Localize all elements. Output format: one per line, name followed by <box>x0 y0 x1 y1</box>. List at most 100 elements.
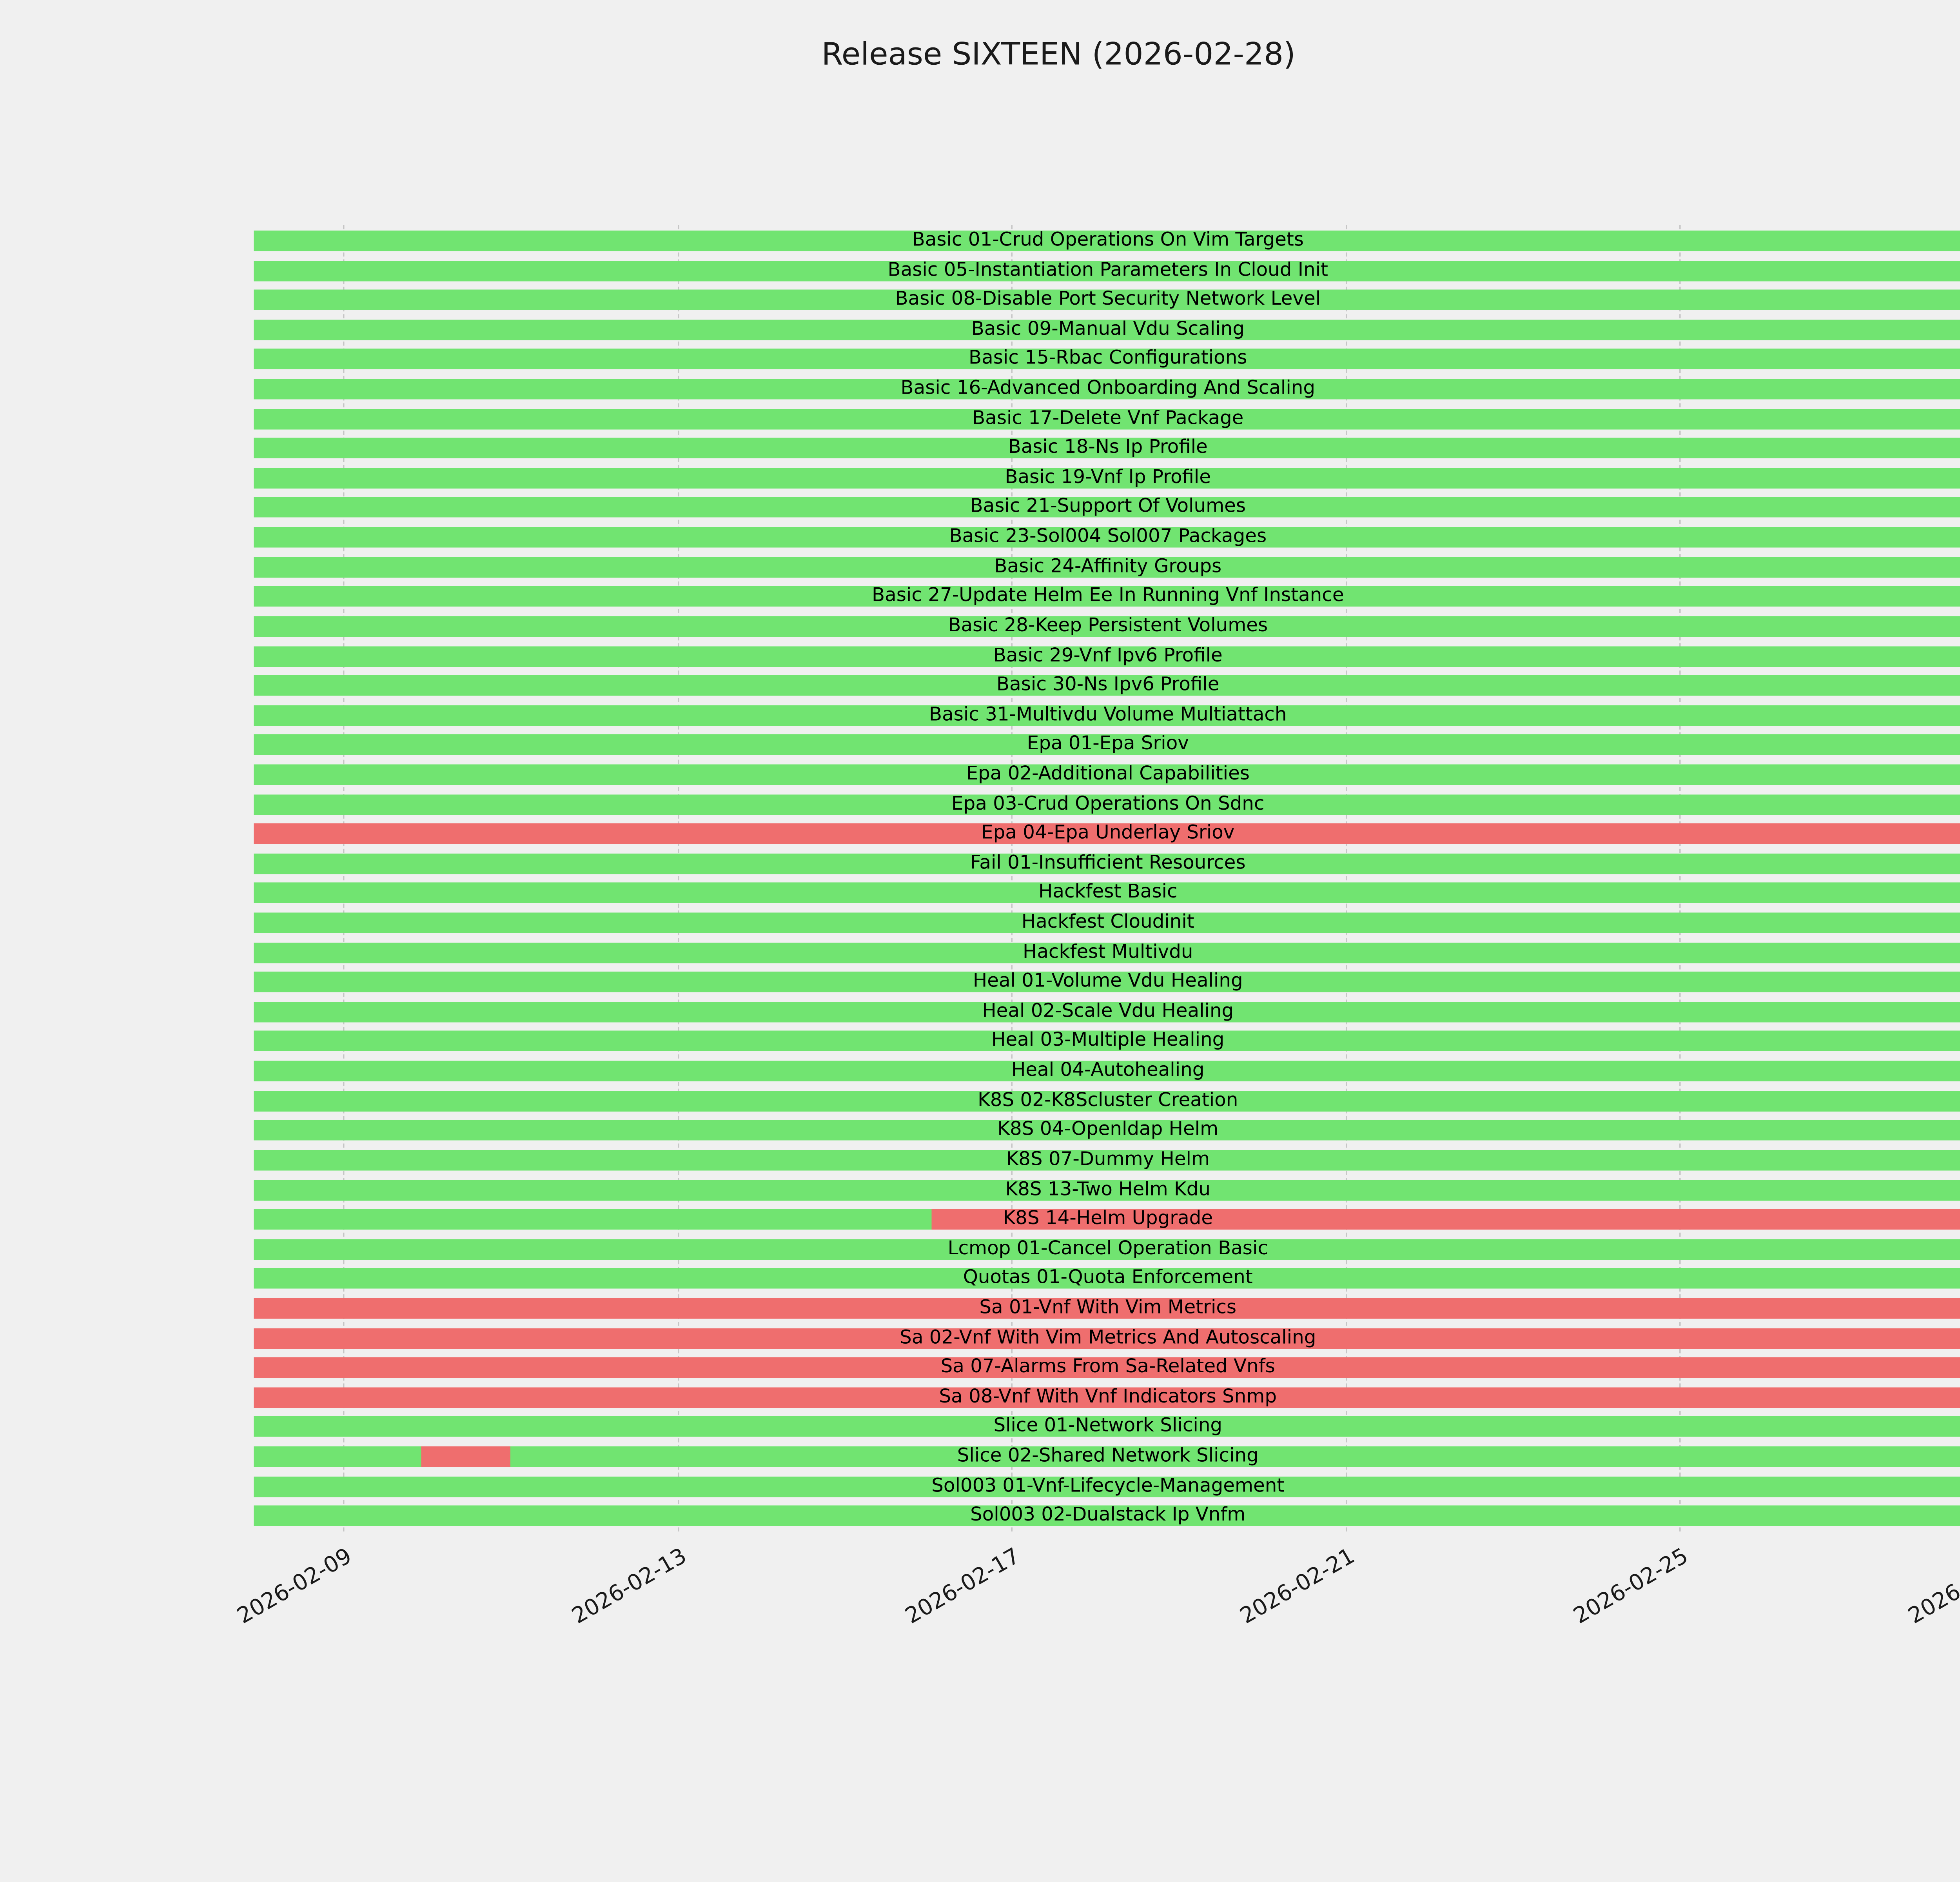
row-label: K8S 14-Helm Upgrade <box>1003 1208 1213 1230</box>
bar-segment-pass <box>254 972 1960 993</box>
gantt-row: Basic 24-Affinity Groups <box>254 556 1960 578</box>
x-tick-label: 2026-02-13 <box>566 1542 690 1629</box>
x-axis: 2026-02-09 2026-02-13 2026-02-17 2026-02-21… <box>232 1542 1960 1666</box>
bar-track <box>254 1239 1960 1260</box>
bar-segment-pass <box>254 556 1960 578</box>
bar-track <box>254 1328 1960 1348</box>
bar-track <box>254 1506 1960 1526</box>
plot-area: Basic 01-Crud Operations On Vim Targets B… <box>254 225 1960 1531</box>
bar-track <box>254 616 1960 637</box>
bar-track <box>254 734 1960 756</box>
row-label: Heal 01-Volume Vdu Healing <box>973 970 1243 993</box>
row-label: Basic 23-Sol004 Sol007 Packages <box>949 525 1267 548</box>
bar-segment-pass <box>254 853 1960 874</box>
bar-track <box>254 853 1960 874</box>
gantt-row: Basic 21-Support Of Volumes <box>254 496 1960 518</box>
bar-segment-pass <box>254 1150 1960 1171</box>
gantt-row: Basic 08-Disable Port Security Network L… <box>254 288 1960 311</box>
bar-track <box>254 1120 1960 1141</box>
gantt-row: Heal 01-Volume Vdu Healing <box>254 970 1960 993</box>
bar-track <box>254 438 1960 459</box>
bar-track <box>254 883 1960 904</box>
bar-track <box>254 912 1960 934</box>
gantt-row: Basic 05-Instantiation Parameters In Clo… <box>254 260 1960 281</box>
row-label: Heal 04-Autohealing <box>1011 1059 1205 1082</box>
bar-track <box>254 1268 1960 1289</box>
row-label: Basic 29-Vnf Ipv6 Profile <box>993 644 1223 667</box>
gantt-row: Basic 15-Rbac Configurations <box>254 349 1960 370</box>
bar-segment-pass <box>254 497 1960 518</box>
gantt-row: Hackfest Cloudinit <box>254 912 1960 934</box>
bar-track <box>254 349 1960 370</box>
bar-segment-pass <box>254 645 1960 667</box>
bar-segment-pass <box>254 794 1960 815</box>
bar-segment-pass <box>254 1417 1960 1437</box>
row-label: Epa 02-Additional Capabilities <box>966 763 1250 785</box>
gantt-row: K8S 07-Dummy Helm <box>254 1149 1960 1171</box>
bar-segment-pass <box>254 1031 1960 1052</box>
bar-segment-pass <box>254 290 1960 311</box>
gridline <box>677 225 679 1531</box>
row-label: Basic 15-Rbac Configurations <box>969 348 1247 370</box>
row-label: Basic 08-Disable Port Security Network L… <box>895 288 1321 311</box>
gantt-row: Basic 30-Ns Ipv6 Profile <box>254 675 1960 696</box>
bar-segment-pass <box>254 1001 1960 1022</box>
row-label: Basic 17-Delete Vnf Package <box>972 407 1244 429</box>
bar-track <box>254 1298 1960 1319</box>
bar-track <box>254 319 1960 340</box>
bar-segment-pass <box>254 1476 1960 1497</box>
bar-segment-pass <box>254 586 1960 607</box>
gantt-row: Basic 18-Ns Ip Profile <box>254 438 1960 459</box>
bar-segment-pass <box>254 231 1960 251</box>
row-label: Basic 19-Vnf Ip Profile <box>1005 466 1211 489</box>
gantt-row: Sa 01-Vnf With Vim Metrics <box>254 1297 1960 1319</box>
row-label: Hackfest Multivdu <box>1023 941 1193 963</box>
row-label: Lcmop 01-Cancel Operation Basic <box>947 1237 1268 1260</box>
bar-segment-fail <box>254 823 1960 845</box>
bar-segment-pass <box>254 527 1960 548</box>
x-tick-label: 2026-02-21 <box>1235 1542 1359 1629</box>
bar-segment-pass <box>254 616 1960 637</box>
bar-segment-pass <box>254 912 1960 934</box>
bar-segment-pass <box>254 468 1960 489</box>
bar-track <box>254 1417 1960 1437</box>
row-label: Sa 01-Vnf With Vim Metrics <box>979 1297 1237 1319</box>
row-label: Basic 28-Keep Persistent Volumes <box>948 614 1268 637</box>
row-label: Basic 05-Instantiation Parameters In Clo… <box>887 259 1328 281</box>
gantt-row: K8S 02-K8Scluster Creation <box>254 1090 1960 1111</box>
x-tick-label: 2026-02-09 <box>232 1542 356 1629</box>
gantt-row: Sa 08-Vnf With Vnf Indicators Snmp <box>254 1386 1960 1408</box>
bar-track <box>254 1209 1960 1230</box>
gantt-row: Hackfest Multivdu <box>254 941 1960 963</box>
row-label: Basic 09-Manual Vdu Scaling <box>971 318 1245 340</box>
gantt-row: Heal 03-Multiple Healing <box>254 1030 1960 1052</box>
bar-segment-pass <box>254 883 1960 904</box>
bar-segment-fail <box>254 1328 1960 1348</box>
row-label: Sol003 01-Vnf-Lifecycle-Management <box>931 1475 1285 1497</box>
gantt-row: Epa 01-Epa Sriov <box>254 733 1960 756</box>
bar-track <box>254 379 1960 400</box>
x-tick-label: 2026-03-01 <box>1904 1542 1960 1629</box>
bar-track <box>254 1446 1960 1467</box>
bar-track <box>254 231 1960 251</box>
bar-segment-pass <box>254 408 1960 429</box>
row-label: Basic 30-Ns Ipv6 Profile <box>996 674 1220 696</box>
row-label: Epa 01-Epa Sriov <box>1027 733 1189 756</box>
gantt-row: Heal 04-Autohealing <box>254 1059 1960 1082</box>
gantt-row: Quotas 01-Quota Enforcement <box>254 1268 1960 1289</box>
gantt-row: Basic 09-Manual Vdu Scaling <box>254 318 1960 340</box>
row-label: Basic 01-Crud Operations On Vim Targets <box>912 229 1304 251</box>
bar-segment-fail <box>421 1446 510 1467</box>
row-label: Basic 21-Support Of Volumes <box>970 496 1246 518</box>
bar-track <box>254 705 1960 726</box>
gridline <box>1680 225 1681 1531</box>
bar-segment-pass <box>254 764 1960 785</box>
row-label: Fail 01-Insufficient Resources <box>970 852 1246 874</box>
gantt-row: Basic 16-Advanced Onboarding And Scaling <box>254 378 1960 400</box>
gantt-row: Hackfest Basic <box>254 882 1960 904</box>
bar-segment-pass <box>254 319 1960 340</box>
row-label: K8S 02-K8Scluster Creation <box>978 1089 1238 1111</box>
gantt-row: Sol003 01-Vnf-Lifecycle-Management <box>254 1475 1960 1497</box>
bar-segment-pass <box>254 1506 1960 1526</box>
